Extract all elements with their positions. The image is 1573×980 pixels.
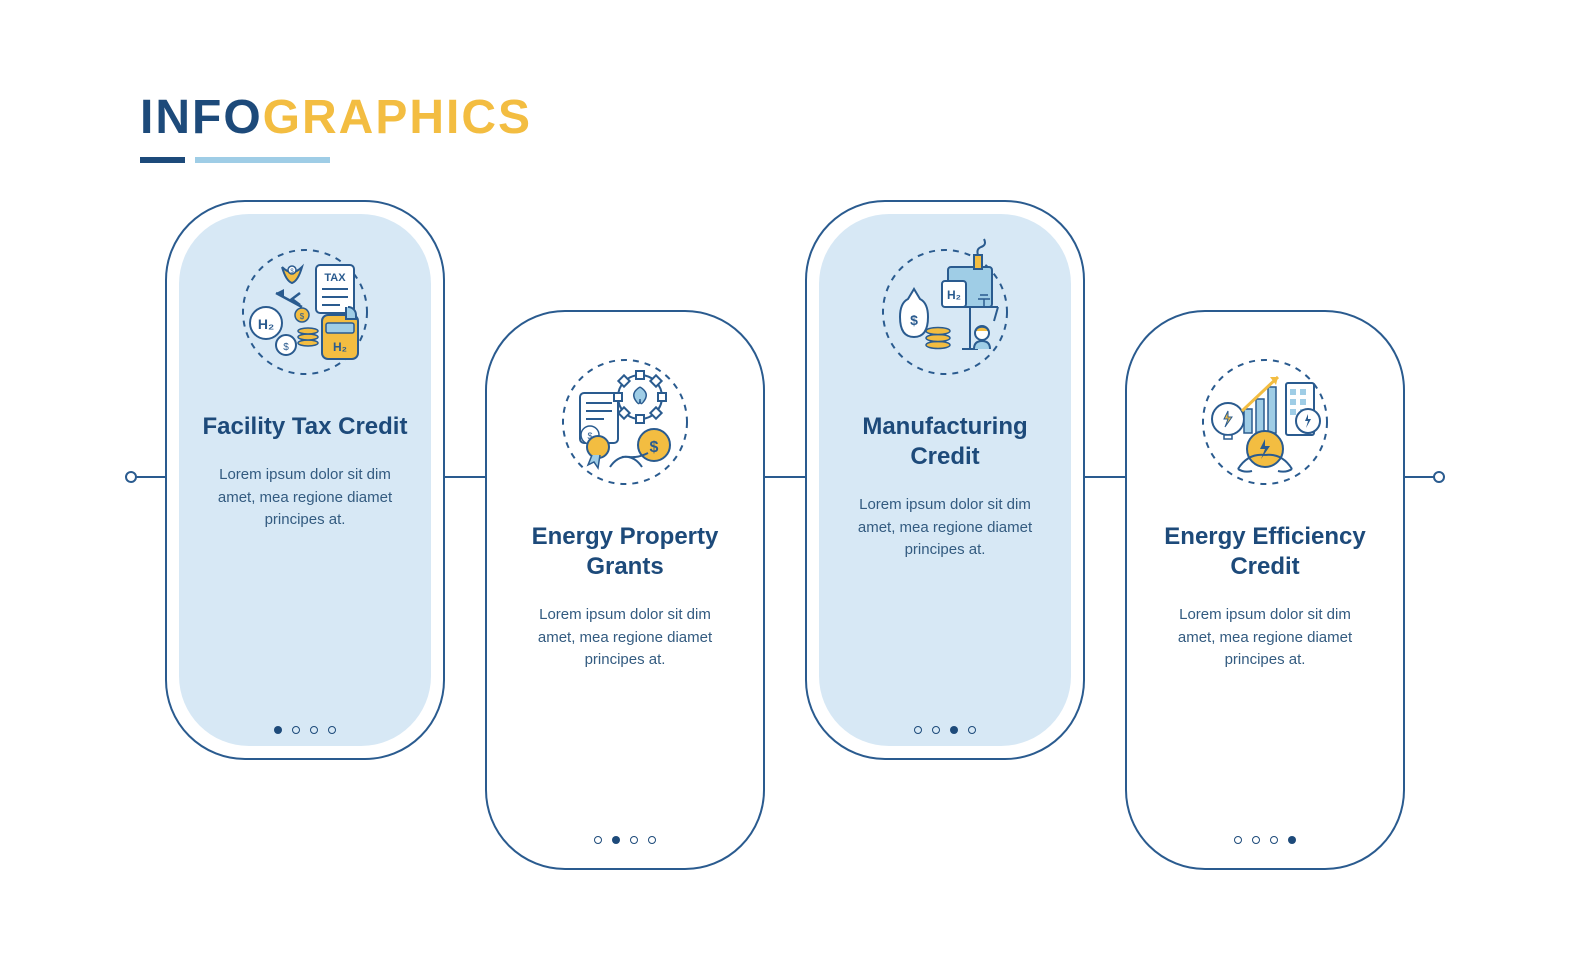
pagination-dots [914, 726, 976, 734]
manufacturing-icon [865, 232, 1025, 392]
grants-icon [545, 342, 705, 502]
card-facility-tax-credit: Facility Tax Credit Lorem ipsum dolor sit… [165, 200, 445, 760]
dot[interactable] [310, 726, 318, 734]
tax-credit-icon [225, 232, 385, 392]
dot[interactable] [932, 726, 940, 734]
header-title-part2: GRAPHICS [263, 91, 532, 144]
dot[interactable] [292, 726, 300, 734]
dot[interactable] [1234, 836, 1242, 844]
dot[interactable] [328, 726, 336, 734]
dot[interactable] [1270, 836, 1278, 844]
efficiency-icon [1185, 342, 1345, 502]
dot[interactable] [630, 836, 638, 844]
card-manufacturing-credit: Manufacturing Credit Lorem ipsum dolor si… [805, 200, 1085, 760]
dot-active[interactable] [274, 726, 282, 734]
dot-active[interactable] [612, 836, 620, 844]
dot[interactable] [648, 836, 656, 844]
connector-endpoint-left [125, 471, 137, 483]
card-energy-efficiency-credit: Energy Efficiency Credit Lorem ipsum dolo… [1125, 310, 1405, 870]
card-body: Lorem ipsum dolor sit dim amet, mea regi… [833, 494, 1057, 708]
dot[interactable] [1252, 836, 1260, 844]
cards-row: Facility Tax Credit Lorem ipsum dolor sit… [160, 200, 1410, 870]
infographic-stage: Facility Tax Credit Lorem ipsum dolor sit… [120, 200, 1450, 900]
dot-active[interactable] [1288, 836, 1296, 844]
card-body: Lorem ipsum dolor sit dim amet, mea regi… [513, 604, 737, 818]
dot[interactable] [914, 726, 922, 734]
header-underline [140, 157, 330, 163]
dot-active[interactable] [950, 726, 958, 734]
card-body: Lorem ipsum dolor sit dim amet, mea regi… [1153, 604, 1377, 818]
pagination-dots [274, 726, 336, 734]
dot[interactable] [594, 836, 602, 844]
card-title: Energy Property Grants [513, 522, 737, 582]
card-title: Manufacturing Credit [833, 412, 1057, 472]
card-title: Facility Tax Credit [197, 412, 414, 442]
dot[interactable] [968, 726, 976, 734]
pagination-dots [594, 836, 656, 844]
header-title: INFOGRAPHICS [140, 90, 532, 145]
card-energy-property-grants: Energy Property Grants Lorem ipsum dolor … [485, 310, 765, 870]
header-title-part1: INFO [140, 91, 263, 144]
card-body: Lorem ipsum dolor sit dim amet, mea regi… [193, 464, 417, 708]
pagination-dots [1234, 836, 1296, 844]
connector-endpoint-right [1433, 471, 1445, 483]
card-title: Energy Efficiency Credit [1153, 522, 1377, 582]
infographic-header: INFOGRAPHICS [140, 90, 532, 163]
